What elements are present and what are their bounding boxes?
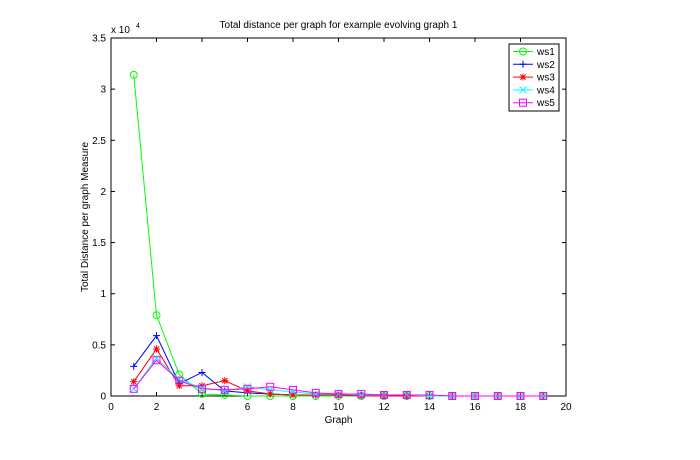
point-ws3-1 bbox=[130, 378, 138, 386]
plot-area bbox=[110, 37, 567, 397]
legend-entry-ws3: ws3 bbox=[513, 73, 555, 84]
x-tick-label-10: 20 bbox=[560, 402, 572, 413]
point-ws5-1 bbox=[129, 384, 138, 393]
point-ws3-9 bbox=[312, 391, 320, 399]
point-ws3-7 bbox=[266, 390, 274, 398]
legend-marker-ws1 bbox=[519, 47, 527, 56]
x-tick-label-3: 6 bbox=[245, 402, 251, 413]
point-ws5-4 bbox=[198, 384, 206, 393]
point-ws2-4 bbox=[198, 368, 206, 376]
y-multiplier-power: 4 bbox=[136, 23, 140, 30]
point-ws3-11 bbox=[357, 392, 365, 400]
point-ws1-3 bbox=[175, 370, 184, 379]
point-ws3-6 bbox=[244, 387, 251, 395]
series-lines bbox=[129, 70, 548, 400]
legend-marker-ws5 bbox=[519, 98, 527, 107]
y-multiplier-base: x 10 bbox=[111, 25, 130, 36]
x-axis-title: Graph bbox=[325, 415, 353, 426]
legend-marker-ws4 bbox=[519, 86, 527, 94]
x-tick-label-2: 4 bbox=[199, 402, 205, 413]
y-tick-label-1: 0.5 bbox=[92, 340, 106, 351]
y-axis-title: Total Distance per graph Measure bbox=[80, 142, 91, 293]
point-ws3-13 bbox=[403, 392, 411, 400]
point-ws5-2 bbox=[152, 356, 161, 365]
point-ws5-10 bbox=[334, 389, 343, 398]
y-tick-label-3: 1.5 bbox=[92, 238, 106, 249]
x-tick-label-9: 18 bbox=[515, 402, 527, 413]
point-ws5-11 bbox=[357, 389, 366, 398]
point-ws3-12 bbox=[380, 392, 388, 400]
point-ws5-18 bbox=[516, 392, 525, 400]
point-ws5-7 bbox=[266, 382, 275, 391]
point-ws5-3 bbox=[175, 376, 184, 385]
point-ws1-1 bbox=[129, 70, 138, 79]
point-ws5-19 bbox=[539, 392, 548, 400]
point-ws5-16 bbox=[471, 392, 479, 400]
point-ws1-2 bbox=[152, 311, 161, 320]
x-tick-label-1: 2 bbox=[154, 402, 160, 413]
point-ws3-3 bbox=[175, 382, 183, 390]
point-ws5-12 bbox=[380, 390, 388, 399]
series-line-ws5 bbox=[133, 359, 544, 397]
point-ws5-8 bbox=[289, 385, 297, 394]
legend-label-ws1: ws1 bbox=[536, 47, 555, 58]
x-tick-label-0: 0 bbox=[108, 402, 114, 413]
point-ws5-9 bbox=[311, 388, 320, 397]
legend-entry-ws5: ws5 bbox=[513, 98, 555, 109]
legend-marker-ws2 bbox=[519, 60, 527, 68]
point-ws3-2 bbox=[153, 345, 160, 353]
x-tick-label-6: 12 bbox=[378, 402, 390, 413]
legend-entry-ws2: ws2 bbox=[513, 60, 555, 71]
point-ws5-14 bbox=[425, 390, 434, 399]
legend-label-ws2: ws2 bbox=[536, 60, 555, 71]
x-tick-label-7: 14 bbox=[424, 402, 436, 413]
x-tick-label-4: 8 bbox=[290, 402, 296, 413]
y-tick-label-4: 2 bbox=[100, 187, 106, 198]
x-tick-label-5: 10 bbox=[333, 402, 345, 413]
point-ws5-15 bbox=[448, 392, 457, 400]
chart-title: Total distance per graph for example evo… bbox=[220, 20, 458, 31]
legend-label-ws5: ws5 bbox=[536, 98, 555, 109]
legend-label-ws3: ws3 bbox=[536, 73, 555, 84]
point-ws2-2 bbox=[153, 332, 160, 340]
y-tick-label-0: 0 bbox=[100, 392, 106, 403]
point-ws1-4 bbox=[198, 389, 206, 398]
point-ws3-8 bbox=[289, 391, 297, 399]
y-tick-label-7: 3.5 bbox=[92, 34, 106, 45]
y-tick-label-5: 2.5 bbox=[92, 136, 106, 147]
y-tick-label-6: 3 bbox=[100, 85, 106, 96]
y-axis-multiplier: x 10 4 bbox=[111, 23, 140, 36]
x-tick-label-8: 16 bbox=[469, 402, 481, 413]
point-ws2-1 bbox=[130, 362, 138, 370]
y-tick-label-2: 1 bbox=[100, 289, 106, 300]
legend-entry-ws4: ws4 bbox=[513, 85, 555, 96]
legend-label-ws4: ws4 bbox=[536, 85, 555, 96]
point-ws5-13 bbox=[402, 390, 411, 399]
legend-entry-ws1: ws1 bbox=[513, 47, 555, 58]
series-ws5 bbox=[129, 356, 548, 400]
point-ws4-2 bbox=[152, 354, 161, 363]
legend-marker-ws3 bbox=[519, 73, 527, 81]
point-ws3-5 bbox=[221, 377, 229, 385]
point-ws5-17 bbox=[493, 392, 502, 400]
point-ws3-10 bbox=[335, 391, 342, 399]
point-ws5-6 bbox=[243, 384, 252, 393]
point-ws5-5 bbox=[220, 385, 229, 394]
